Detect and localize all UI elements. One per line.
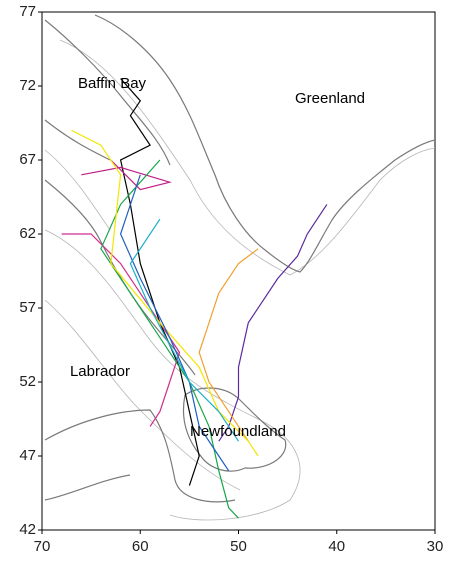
track: [119, 78, 200, 486]
annotations: Baffin Bay Greenland Labrador Newfoundland: [70, 75, 365, 440]
track: [218, 204, 328, 442]
mainland-coast: [44, 409, 236, 503]
y-tick-label: 57: [19, 299, 36, 316]
coastline: [44, 14, 436, 503]
place-label: Newfoundland: [190, 423, 286, 440]
y-tick-label: 42: [19, 521, 36, 538]
y-tick-label: 47: [19, 447, 36, 464]
y-tick-label: 52: [19, 373, 36, 390]
x-tick-label: 60: [132, 538, 149, 555]
baffin-coast: [44, 19, 171, 166]
track: [100, 159, 239, 519]
x-tick-label: 40: [328, 538, 345, 555]
y-tick-label: 72: [19, 77, 36, 94]
x-tick-label: 70: [34, 538, 51, 555]
y-tick-label: 62: [19, 225, 36, 242]
contour: [59, 39, 436, 276]
track: [129, 218, 239, 442]
track: [198, 248, 259, 442]
x-tick-label: 50: [230, 538, 247, 555]
track: [81, 159, 172, 191]
newfoundland-coast: [182, 387, 287, 472]
x-tick-label: 30: [427, 538, 444, 555]
contour: [44, 149, 111, 231]
track: [71, 129, 259, 457]
track: [119, 174, 230, 472]
tracks: [61, 78, 328, 519]
y-tick-label: 67: [19, 151, 36, 168]
map-frame: [41, 11, 436, 531]
y-tick-label: 77: [19, 3, 36, 20]
place-label: Greenland: [295, 90, 365, 107]
place-label: Baffin Bay: [78, 75, 147, 92]
axes: 42 47 52 57 62 67 72 77 70 60 50 40 30: [19, 3, 443, 555]
greenland-coast: [94, 14, 436, 273]
place-label: Labrador: [70, 363, 130, 380]
